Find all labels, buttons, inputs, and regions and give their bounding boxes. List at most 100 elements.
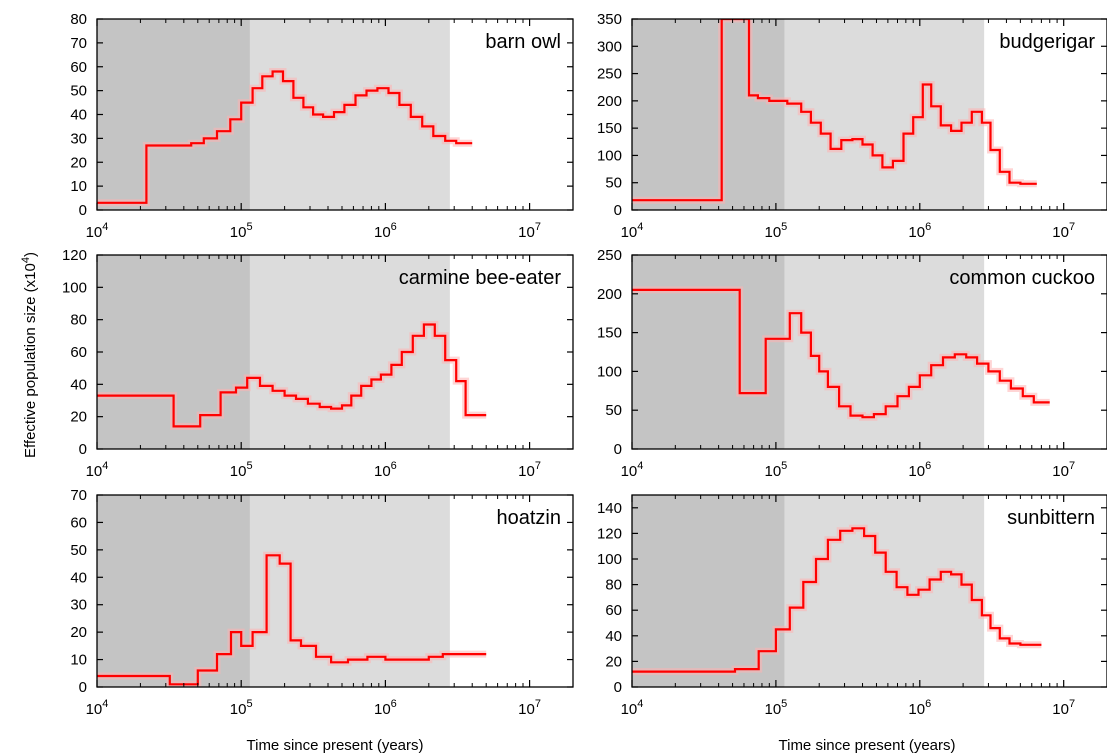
y-tick-label: 40	[70, 376, 87, 393]
x-tick-label: 106	[374, 221, 397, 241]
panels: 0 10 20 30 40 50 60 70 80 104 105 106 107 barn owl 0 50…	[62, 11, 1107, 718]
y-tick-label: 50	[605, 402, 622, 419]
x-tick-label: 105	[230, 698, 253, 718]
y-tick-label: 200	[597, 93, 622, 110]
y-tick-label: 80	[70, 312, 87, 329]
series-line	[632, 19, 1037, 202]
y-tick-label: 40	[70, 569, 87, 586]
y-tick-label: 60	[70, 59, 87, 76]
shaded-region	[249, 255, 450, 449]
y-tick-label: 50	[70, 542, 87, 559]
y-tick-label: 300	[597, 38, 622, 55]
panel-3: 0 20 40 60 80 100 120 104 105 106 107 carmine bee-e…	[62, 247, 574, 480]
y-tick-label: 0	[79, 441, 87, 458]
y-tick-label: 80	[70, 11, 87, 28]
shaded-region	[97, 19, 250, 210]
plot-frame	[631, 254, 1107, 450]
x-tick-label: 105	[764, 221, 787, 241]
y-tick-label: 100	[62, 279, 87, 296]
panel-title: carmine bee-eater	[399, 267, 562, 289]
x-tick-label: 107	[1052, 460, 1075, 480]
series-line	[97, 323, 487, 428]
y-tick-label: 100	[597, 363, 622, 380]
y-tick-label: 200	[597, 286, 622, 303]
panel-title: sunbittern	[1007, 507, 1095, 529]
shaded-region	[632, 19, 785, 210]
y-tick-label: 80	[605, 577, 622, 594]
y-tick-label: 150	[597, 120, 622, 137]
x-tick-label: 107	[518, 460, 541, 480]
x-tick-label: 104	[86, 221, 109, 241]
x-tick-label: 106	[908, 221, 931, 241]
y-tick-label: 350	[597, 11, 622, 28]
panel-title: barn owl	[485, 31, 561, 53]
x-tick-label: 105	[230, 460, 253, 480]
y-tick-label: 50	[70, 83, 87, 100]
y-tick-label: 250	[597, 66, 622, 83]
shaded-region	[784, 19, 985, 210]
x-tick-label: 107	[1052, 698, 1075, 718]
y-axis-title-close: )	[22, 252, 39, 257]
panel-title: hoatzin	[497, 507, 562, 529]
y-tick-label: 20	[70, 409, 87, 426]
y-tick-label: 0	[614, 679, 622, 696]
y-tick-label: 30	[70, 597, 87, 614]
x-tick-label: 107	[518, 221, 541, 241]
y-tick-label: 20	[70, 154, 87, 171]
panel-title: budgerigar	[999, 31, 1095, 53]
series-line	[632, 527, 1042, 673]
y-axis-title: Effective population size (x104)	[20, 252, 39, 458]
y-tick-label: 0	[79, 202, 87, 219]
y-tick-label: 100	[597, 551, 622, 568]
x-tick-label: 104	[621, 221, 644, 241]
x-tick-label: 105	[230, 221, 253, 241]
y-tick-label: 0	[614, 441, 622, 458]
x-axis-title-right: Time since present (years)	[779, 737, 956, 754]
x-axis-title-left: Time since present (years)	[247, 737, 424, 754]
y-tick-label: 70	[70, 487, 87, 504]
panel-6: 0 20 40 60 80 100 120 140 104 105 106 107 sunbittern	[597, 494, 1107, 718]
shaded-region	[632, 255, 785, 449]
x-tick-label: 105	[764, 460, 787, 480]
y-tick-label: 20	[70, 624, 87, 641]
y-tick-label: 0	[79, 679, 87, 696]
x-tick-label: 106	[908, 460, 931, 480]
x-tick-label: 104	[86, 460, 109, 480]
y-tick-label: 120	[62, 247, 87, 264]
x-tick-label: 106	[908, 698, 931, 718]
panel-5: 0 10 20 30 40 50 60 70 104 105 106 107 hoatzin	[70, 487, 574, 718]
x-tick-label: 105	[764, 698, 787, 718]
plot-frame	[96, 494, 574, 688]
y-tick-label: 10	[70, 652, 87, 669]
y-tick-label: 140	[597, 500, 622, 517]
x-tick-label: 107	[518, 698, 541, 718]
y-tick-label: 150	[597, 325, 622, 342]
y-tick-label: 0	[614, 202, 622, 219]
shaded-region	[97, 495, 250, 687]
plot-frame	[631, 18, 1107, 211]
plot-frame	[631, 494, 1107, 688]
x-tick-label: 104	[86, 698, 109, 718]
panel-2: 0 50 100 150 200 250 300 350 104 105 106 107 budgeri…	[597, 11, 1107, 241]
panel-title: common cuckoo	[949, 267, 1095, 289]
x-tick-label: 107	[1052, 221, 1075, 241]
series-line	[97, 554, 487, 686]
y-tick-label: 30	[70, 130, 87, 147]
series-line	[632, 288, 1050, 419]
y-tick-label: 250	[597, 247, 622, 264]
y-tick-label: 40	[70, 107, 87, 124]
y-tick-label: 10	[70, 178, 87, 195]
shaded-region	[249, 495, 450, 687]
panel-1: 0 10 20 30 40 50 60 70 80 104 105 106 107 barn owl	[70, 11, 574, 241]
y-tick-label: 20	[605, 653, 622, 670]
x-tick-label: 106	[374, 460, 397, 480]
y-tick-label: 50	[605, 175, 622, 192]
x-tick-label: 106	[374, 698, 397, 718]
x-tick-label: 104	[621, 460, 644, 480]
shaded-region	[784, 495, 985, 687]
y-tick-label: 60	[70, 514, 87, 531]
y-tick-label: 70	[70, 35, 87, 52]
x-tick-label: 104	[621, 698, 644, 718]
y-tick-label: 100	[597, 147, 622, 164]
